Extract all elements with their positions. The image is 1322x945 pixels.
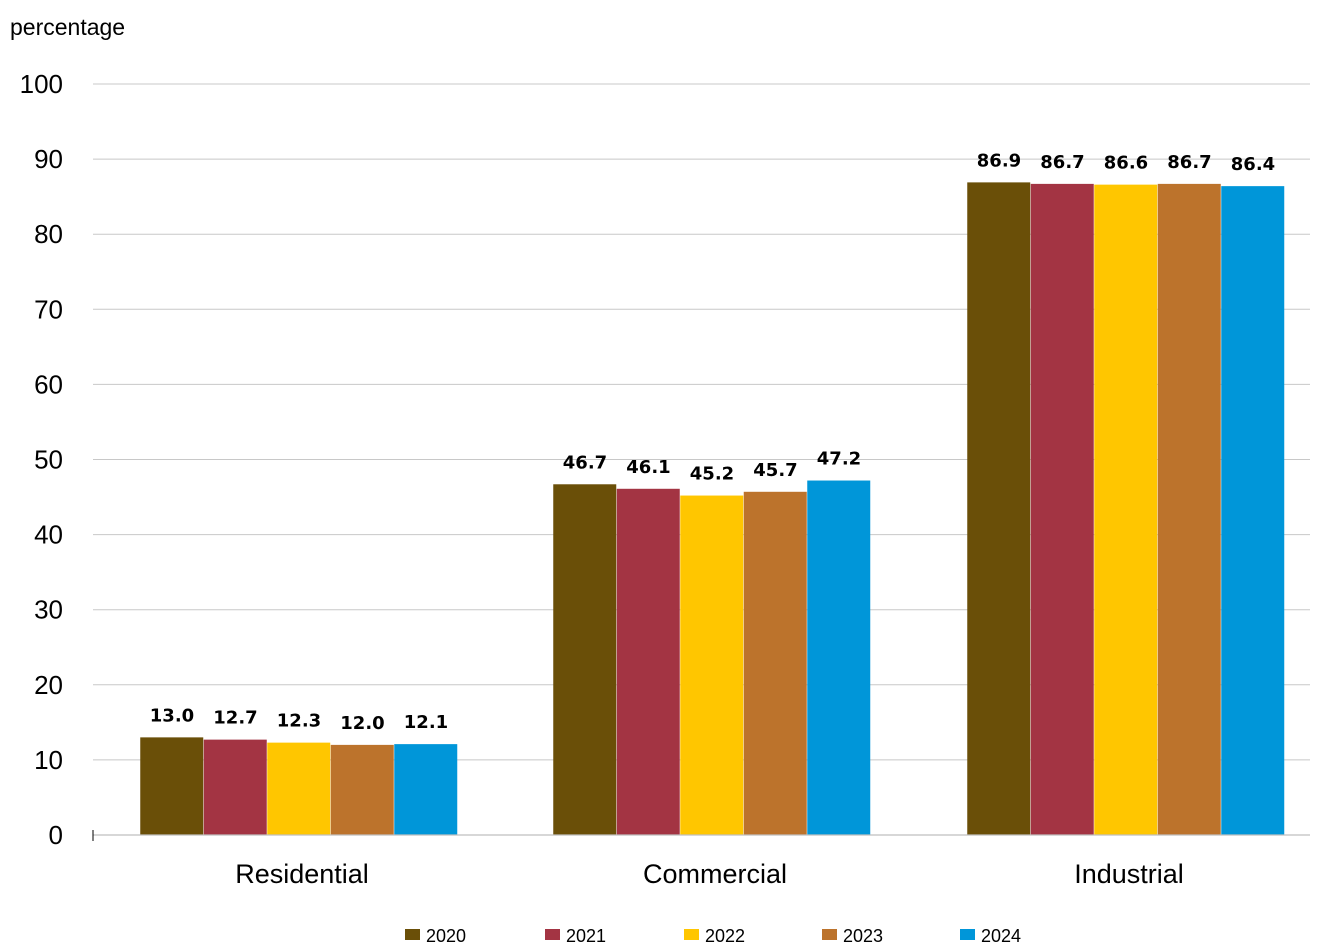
- gridlines: [93, 83, 1310, 761]
- y-axis-label: percentage: [10, 14, 125, 40]
- data-label: 46.1: [626, 457, 670, 478]
- legend-swatch: [960, 929, 975, 940]
- y-tick-label: 40: [34, 520, 63, 550]
- y-tick-label: 0: [49, 820, 63, 850]
- bar-commercial-2020: [553, 484, 617, 835]
- legend: 2020 2021 2022 2023 2024: [405, 926, 1021, 945]
- data-label: 86.7: [1040, 152, 1084, 173]
- data-label: 86.4: [1231, 154, 1275, 175]
- data-label: 86.9: [977, 150, 1021, 171]
- bar-residential-2024: [394, 744, 458, 835]
- x-axis: [92, 830, 1310, 841]
- legend-swatch: [405, 929, 420, 940]
- y-tick-label: 20: [34, 670, 63, 700]
- data-label: 12.0: [340, 713, 384, 734]
- y-tick-label: 60: [34, 369, 63, 399]
- bar-commercial-2021: [616, 488, 680, 835]
- bar-residential-2020: [140, 737, 204, 835]
- bar-industrial-2020: [967, 182, 1031, 836]
- y-axis-ticks: 0 10 20 30 40 50 60 70 80 90 100: [20, 69, 63, 850]
- bar-industrial-2024: [1221, 186, 1285, 836]
- data-label: 45.2: [690, 464, 734, 485]
- data-label: 86.7: [1167, 152, 1211, 173]
- bar-commercial-2024: [807, 480, 871, 835]
- y-tick-label: 100: [20, 69, 63, 99]
- data-label: 13.0: [150, 705, 194, 726]
- data-label: 47.2: [817, 449, 861, 470]
- data-label: 45.7: [753, 460, 797, 481]
- bar-industrial-2021: [1030, 183, 1094, 835]
- y-tick-label: 80: [34, 219, 63, 249]
- bar-commercial-2022: [680, 495, 744, 835]
- data-label: 12.1: [404, 712, 448, 733]
- legend-label: 2022: [705, 926, 745, 945]
- y-tick-label: 70: [34, 294, 63, 324]
- legend-swatch: [822, 929, 837, 940]
- bars: [140, 182, 1285, 836]
- data-label: 12.7: [213, 708, 257, 729]
- legend-label: 2020: [426, 926, 466, 945]
- category-labels: Residential Commercial Industrial: [235, 859, 1184, 889]
- category-label: Residential: [235, 859, 369, 889]
- bar-industrial-2023: [1157, 183, 1221, 835]
- data-labels: 13.0 12.7 12.3 12.0 12.1 46.7 46.1 45.2 45.7 47.2…: [150, 150, 1275, 733]
- y-tick-label: 30: [34, 595, 63, 625]
- bar-residential-2021: [203, 739, 267, 835]
- bar-residential-2023: [330, 744, 394, 835]
- legend-swatch: [684, 929, 699, 940]
- y-tick-label: 90: [34, 144, 63, 174]
- legend-label: 2024: [981, 926, 1021, 945]
- data-label: 12.3: [277, 711, 321, 732]
- data-label: 86.6: [1104, 153, 1148, 174]
- category-label: Commercial: [643, 859, 787, 889]
- bar-industrial-2022: [1094, 184, 1158, 835]
- y-tick-label: 50: [34, 445, 63, 475]
- legend-swatch: [545, 929, 560, 940]
- y-tick-label: 10: [34, 745, 63, 775]
- data-label: 46.7: [563, 452, 607, 473]
- bar-residential-2022: [267, 742, 331, 835]
- category-label: Industrial: [1074, 859, 1184, 889]
- legend-label: 2021: [566, 926, 606, 945]
- legend-label: 2023: [843, 926, 883, 945]
- bar-commercial-2023: [743, 491, 807, 835]
